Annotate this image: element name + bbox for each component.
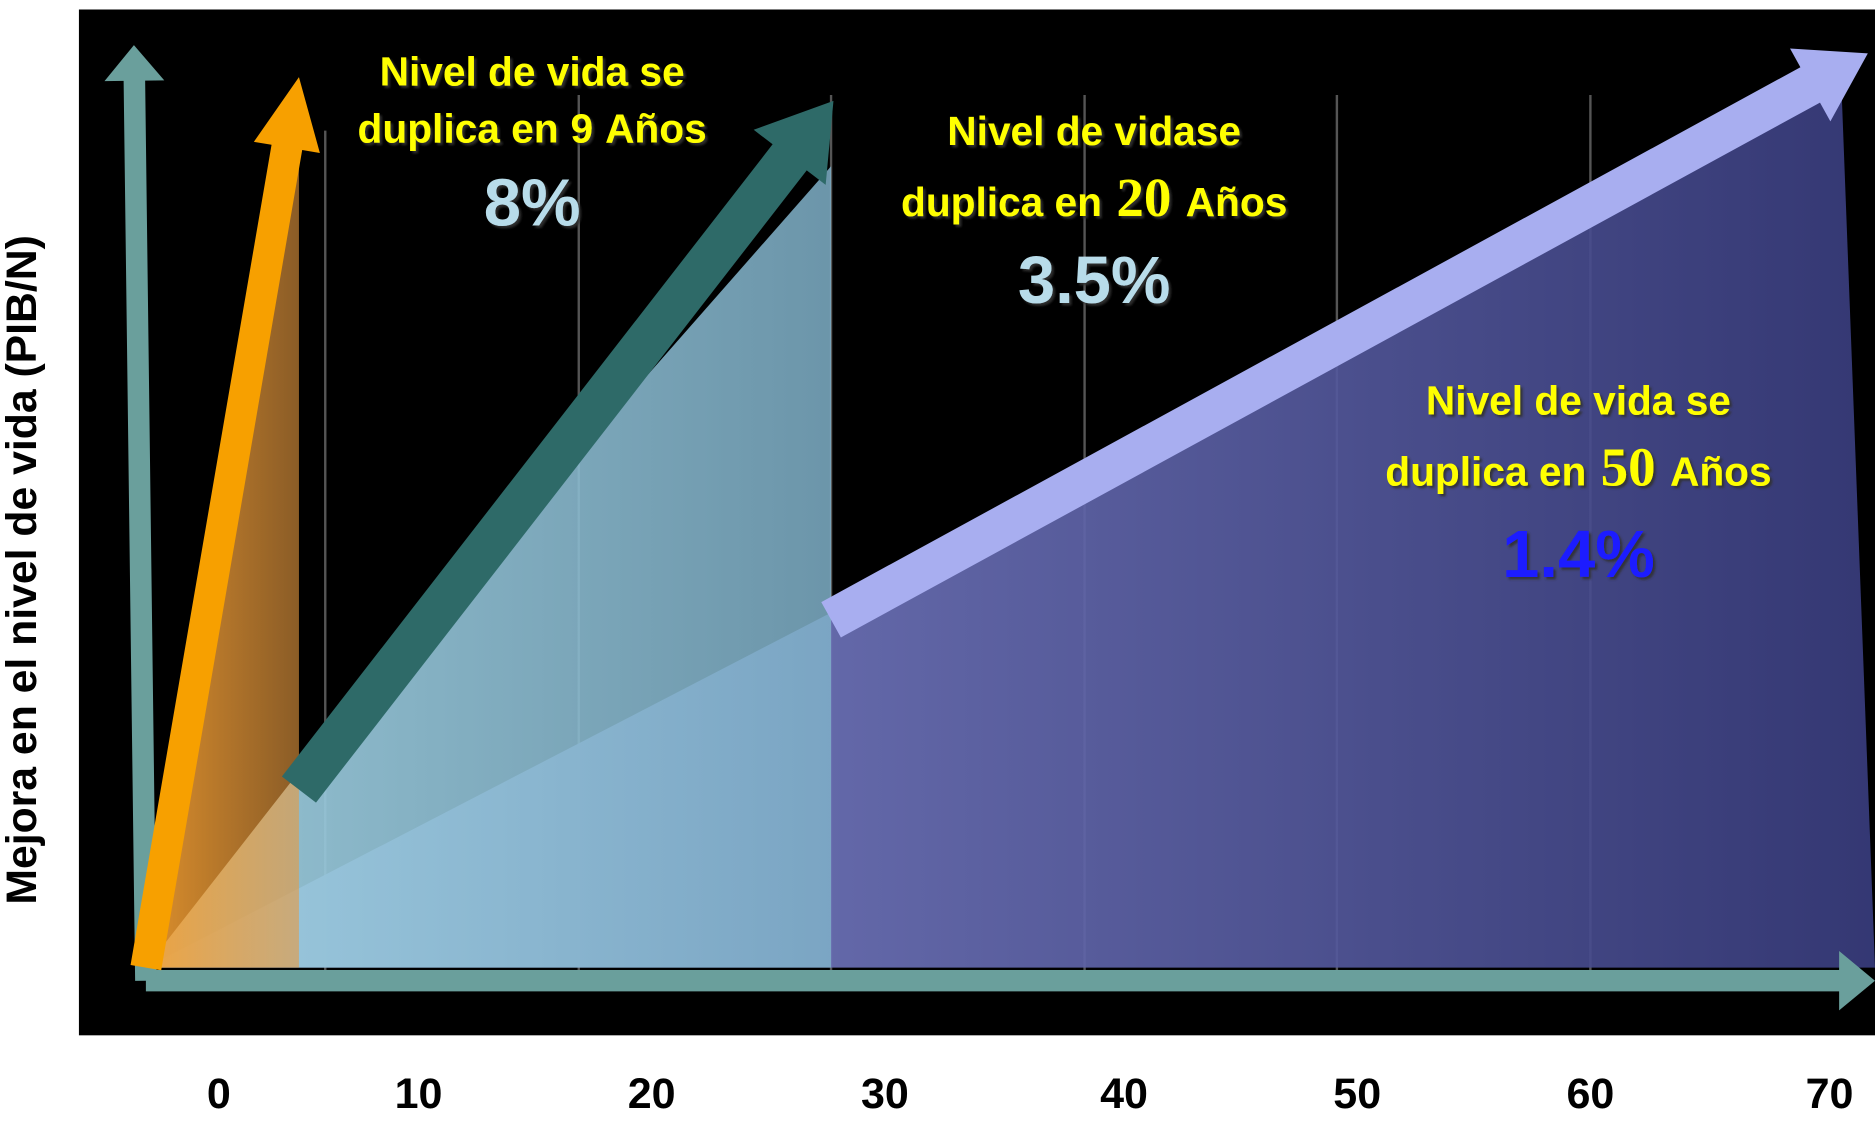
annotation-line: duplica en 9 Años (358, 106, 707, 152)
annotation-line: Nivel de vida se (380, 49, 685, 95)
text: duplica en (1385, 449, 1586, 495)
text: Años (1670, 449, 1772, 495)
x-label: 50 (1333, 1070, 1381, 1118)
x-label: 70 (1806, 1070, 1854, 1118)
x-label: 30 (861, 1070, 909, 1118)
x-label: 0 (207, 1070, 231, 1118)
annotation: Nivel de vida se duplica en 9 Años 8% (358, 49, 707, 241)
x-label: 10 (395, 1070, 443, 1118)
arrows (104, 45, 1875, 1011)
rate: 1.4% (1502, 518, 1655, 592)
text: Años (605, 106, 707, 152)
arrow (281, 100, 834, 803)
years: 50 (1601, 437, 1656, 498)
text: duplica en (358, 106, 559, 152)
arrow (130, 77, 320, 971)
annotation: Nivel de vidase duplica en 20 Años 3.5% (901, 108, 1287, 318)
x-labels: 0 10 20 30 40 50 60 70 (207, 1070, 1854, 1118)
years: 20 (1116, 167, 1171, 228)
arrow (821, 48, 1868, 638)
x-label: 60 (1566, 1070, 1614, 1118)
arrow (145, 951, 1875, 1011)
annotation: Nivel de vida se duplica en 50 Años 1.4% (1385, 378, 1771, 592)
arrow (104, 45, 165, 981)
annotation-line: duplica en 20 Años (901, 167, 1287, 228)
annotation-line: Nivel de vidase (947, 108, 1241, 154)
years: 9 (571, 106, 594, 152)
annotation-line: Nivel de vida se (1426, 378, 1731, 424)
text: Años (1186, 179, 1288, 225)
x-label: 20 (628, 1070, 676, 1118)
text: duplica en (901, 179, 1102, 225)
x-label: 40 (1100, 1070, 1148, 1118)
annotation-line: duplica en 50 Años (1385, 437, 1771, 498)
rate: 3.5% (1018, 244, 1171, 318)
rate: 8% (484, 167, 581, 241)
y-axis-label: Mejora en el nivel de vida (PIB/N) (0, 235, 46, 904)
